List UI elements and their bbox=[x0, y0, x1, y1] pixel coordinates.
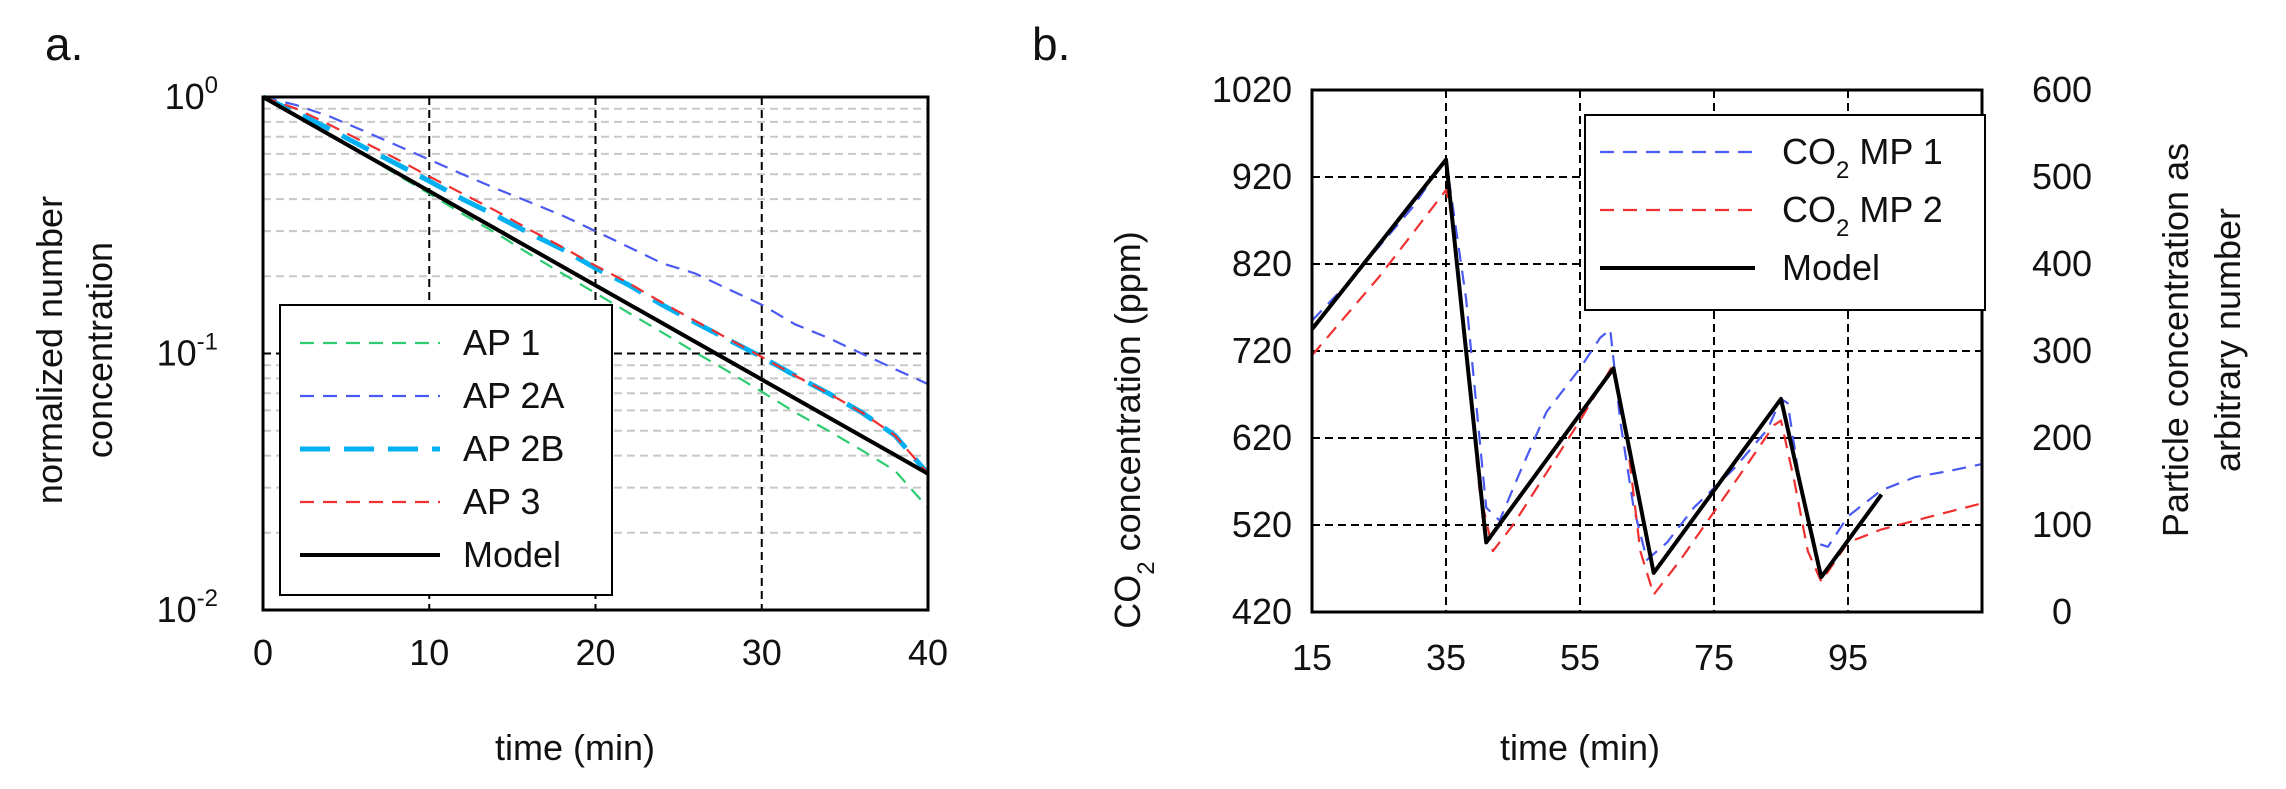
panel-b-legend-label-rest: MP 1 bbox=[1849, 131, 1942, 172]
panel-a-legend-box bbox=[279, 304, 613, 596]
panel-b-x-tick-label: 35 bbox=[1426, 637, 1466, 678]
panel-b-x-tick-label: 75 bbox=[1694, 637, 1734, 678]
panel-b-x-tick-label: 95 bbox=[1828, 637, 1868, 678]
panel-b-left-tick-label: 720 bbox=[1232, 330, 1292, 371]
panel-a-y-tick-base: 10 bbox=[165, 76, 205, 117]
panel-a-y-axis-label-line2: concentration bbox=[79, 242, 120, 458]
panel-a-y-tick-base: 10 bbox=[157, 333, 197, 374]
panel-b-left-tick-label: 820 bbox=[1232, 243, 1292, 284]
panel-a-y-tick-label: 10-1 bbox=[157, 329, 218, 374]
panel-b-right-tick-label: 100 bbox=[2032, 504, 2092, 545]
panel-b-x-tick-label: 55 bbox=[1560, 637, 1600, 678]
panel-b-left-axis-label-rest: concentration (ppm) bbox=[1107, 231, 1148, 561]
panel-b-right-tick-label: 0 bbox=[2052, 591, 2072, 632]
panel-b-gridlines bbox=[1312, 90, 1982, 612]
panel-b-legend-label-main: CO bbox=[1782, 189, 1836, 230]
panel-b-left-tick-label: 1020 bbox=[1212, 69, 1292, 110]
panel-a-plot-frame bbox=[261, 95, 930, 612]
panel-a-x-axis-label: time (min) bbox=[495, 727, 655, 768]
panel-b: b. 15 35 55 75 95 420 520 620 720 820 920 1020 0 100 2… bbox=[1032, 18, 2248, 768]
panel-a-y-tick-exponent: -2 bbox=[197, 585, 218, 612]
panel-a-x-tick-label: 40 bbox=[908, 632, 948, 673]
panel-a-legend: AP 1 AP 2A AP 2B AP 3 Model bbox=[279, 304, 613, 596]
panel-b-right-tick-label: 600 bbox=[2032, 69, 2092, 110]
panel-b-plot-frame bbox=[1310, 88, 1984, 614]
panel-b-legend-label-main: Model bbox=[1782, 247, 1880, 288]
panel-a-series-line bbox=[262, 95, 929, 386]
panel-b-left-tick-label: 420 bbox=[1232, 591, 1292, 632]
panel-b-left-tick-label: 620 bbox=[1232, 417, 1292, 458]
panel-a-series-line bbox=[262, 95, 929, 475]
panel-a-y-tick-exponent: -1 bbox=[197, 329, 218, 356]
panel-a-y-tick-label: 100 bbox=[165, 72, 218, 117]
panel-b-right-tick-label: 500 bbox=[2032, 156, 2092, 197]
panel-a-x-tick-label: 10 bbox=[409, 632, 449, 673]
panel-b-right-axis-label-line2: arbitrary number bbox=[2207, 208, 2248, 472]
panel-a-y-tick-base: 10 bbox=[157, 589, 197, 630]
panel-b-legend-label: CO2 MP 2 bbox=[1782, 189, 1943, 242]
panel-b-right-tick-label: 300 bbox=[2032, 330, 2092, 371]
panel-b-x-tick-label: 15 bbox=[1292, 637, 1332, 678]
panel-b-left-axis-label-main: CO bbox=[1107, 575, 1148, 629]
panel-b-legend-label-rest: MP 2 bbox=[1849, 189, 1942, 230]
panel-b-legend-label-sub: 2 bbox=[1836, 157, 1849, 184]
panel-a-series-line bbox=[262, 95, 929, 476]
panel-a-x-tick-label: 30 bbox=[742, 632, 782, 673]
panel-a-legend-label: AP 2A bbox=[463, 375, 564, 416]
panel-b-series bbox=[1310, 157, 1983, 596]
panel-b-legend-label-main: CO bbox=[1782, 131, 1836, 172]
panel-b-right-axis-label-line1: Particle concentration as bbox=[2155, 143, 2196, 537]
panel-b-x-axis-label: time (min) bbox=[1500, 727, 1660, 768]
panel-a-y-tick-label: 10-2 bbox=[157, 585, 218, 630]
panel-b-left-tick-label: 920 bbox=[1232, 156, 1292, 197]
panel-b-series-line bbox=[1310, 157, 1884, 580]
panel-b-left-axis-label: CO2 concentration (ppm) bbox=[1107, 231, 1160, 629]
panel-a-y-tick-exponent: 0 bbox=[205, 72, 218, 99]
panel-b-tick-labels: 15 35 55 75 95 420 520 620 720 820 920 1020 0 100 200 3… bbox=[1212, 69, 2092, 678]
panel-b-legend-label: Model bbox=[1782, 247, 1880, 288]
panel-a-y-axis-label-line1: normalized number bbox=[29, 196, 70, 504]
panel-b-right-tick-label: 200 bbox=[2032, 417, 2092, 458]
panel-b-left-axis-label-sub: 2 bbox=[1133, 561, 1160, 574]
panel-a-x-tick-label: 0 bbox=[253, 632, 273, 673]
panel-a-label: a. bbox=[45, 18, 83, 70]
panel-b-label: b. bbox=[1032, 18, 1070, 70]
panel-a-legend-label: AP 3 bbox=[463, 481, 540, 522]
panel-a-legend-label: AP 1 bbox=[463, 322, 540, 363]
panel-b-right-tick-label: 400 bbox=[2032, 243, 2092, 284]
panel-a-x-tick-label: 20 bbox=[575, 632, 615, 673]
panel-a-series bbox=[261, 94, 930, 509]
panel-b-legend-label-sub: 2 bbox=[1836, 215, 1849, 242]
panel-b-left-tick-label: 520 bbox=[1232, 504, 1292, 545]
panel-b-legend-box bbox=[1584, 114, 1986, 311]
panel-a-legend-label: Model bbox=[463, 534, 561, 575]
panel-b-legend-label: CO2 MP 1 bbox=[1782, 131, 1943, 184]
panel-a-legend-label: AP 2B bbox=[463, 428, 564, 469]
